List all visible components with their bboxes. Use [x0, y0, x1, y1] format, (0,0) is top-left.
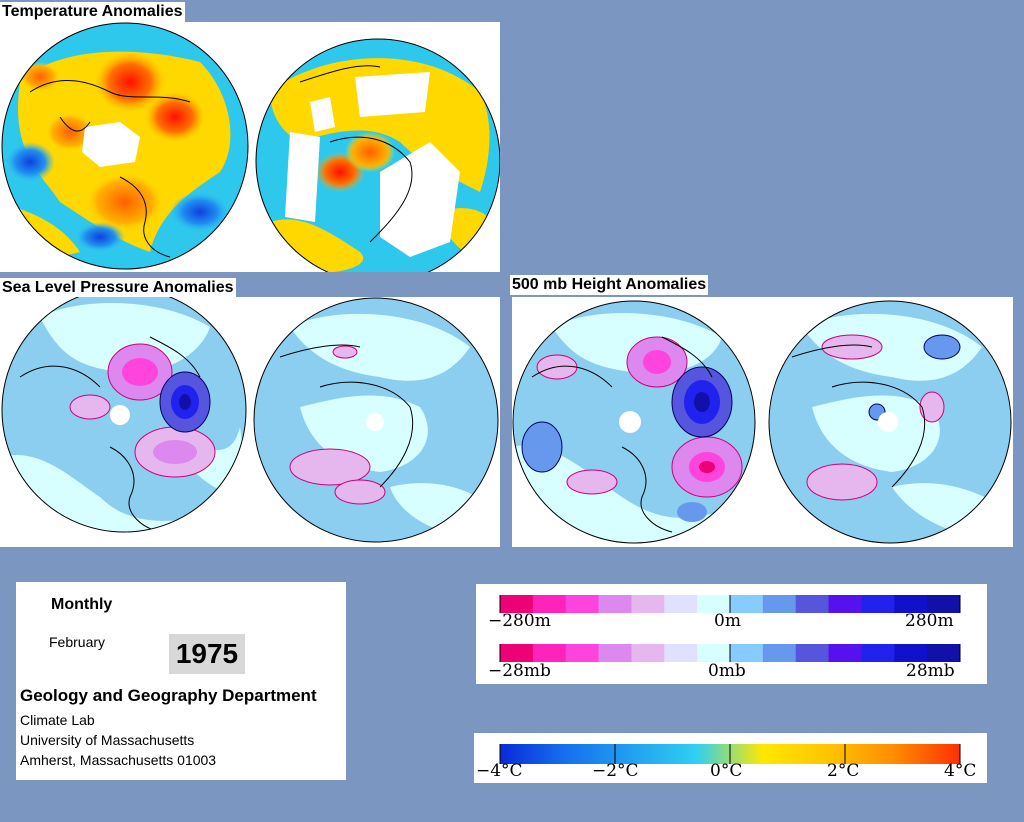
pressure-scale-swatch	[795, 644, 830, 662]
height-scale-swatch	[631, 595, 665, 613]
pressure-scale-swatch	[894, 644, 928, 662]
height-scale-swatch	[894, 595, 928, 613]
pressure-scale-swatch	[828, 644, 862, 662]
height-scale-swatch	[730, 595, 764, 613]
temp-tick-1: −4°C	[476, 761, 523, 781]
height-max-label: 280m	[905, 611, 954, 631]
height-scale-swatch	[861, 595, 895, 613]
height-scale-swatch	[697, 595, 731, 613]
slp-maps-panel	[0, 297, 500, 547]
height-scale-swatch	[500, 595, 534, 613]
year-label: 1975	[169, 634, 245, 674]
department-name: Geology and Geography Department	[20, 686, 317, 705]
pressure-scale-swatch	[532, 644, 567, 662]
temperature-legend: −4°C −2°C 0°C 2°C 4°C	[474, 733, 987, 783]
pressure-scale-swatch	[598, 644, 632, 662]
height-scale-swatch	[565, 595, 600, 613]
pressure-scale-swatch	[762, 644, 797, 662]
university-name: University of Massachusetts	[20, 732, 195, 748]
height-scale-swatch	[664, 595, 698, 613]
height-scale-swatch	[927, 595, 961, 613]
height-pressure-legend: −280m 0m 280m −28mb 0mb 28mb	[476, 584, 987, 684]
height-min-label: −280m	[488, 611, 551, 631]
pressure-scale-swatch	[861, 644, 895, 662]
temp-tick-2: −2°C	[592, 761, 639, 781]
lab-name: Climate Lab	[20, 712, 95, 728]
height-scale-swatch	[828, 595, 862, 613]
pressure-scale-swatch	[697, 644, 731, 662]
temp-tick-3: 0°C	[710, 761, 743, 781]
pressure-scale-swatch	[730, 644, 764, 662]
height-scale-swatch	[795, 595, 830, 613]
temperature-map-right	[256, 39, 500, 272]
slp-map-right	[254, 298, 498, 542]
slp-map-left	[2, 297, 246, 532]
height-scale-swatch	[762, 595, 797, 613]
height-pressure-colorbars	[499, 595, 961, 662]
temp-tick-5: 4°C	[944, 761, 977, 781]
pressure-mid-label: 0mb	[708, 661, 746, 681]
pressure-max-label: 28mb	[906, 661, 955, 681]
slp-maps	[1, 297, 499, 543]
pressure-scale-swatch	[664, 644, 698, 662]
temperature-maps	[1, 22, 500, 272]
height-map-left	[513, 301, 755, 543]
temperature-anomalies-title: Temperature Anomalies	[0, 2, 185, 22]
period-label: Monthly	[51, 596, 113, 613]
sea-level-pressure-title: Sea Level Pressure Anomalies	[0, 278, 236, 298]
pressure-scale-swatch	[927, 644, 961, 662]
pressure-scale-swatch	[565, 644, 600, 662]
temperature-colorbar	[499, 744, 961, 764]
height-map-right	[769, 301, 1011, 543]
pressure-scale-swatch	[631, 644, 665, 662]
info-box: Monthly February 1975 Geology and Geogra…	[16, 582, 346, 780]
height-maps	[512, 300, 1012, 544]
height-scale-swatch	[532, 595, 567, 613]
height-mid-label: 0m	[714, 611, 741, 631]
pressure-scale-swatch	[500, 644, 534, 662]
temperature-maps-panel	[0, 22, 500, 272]
month-label: February	[49, 634, 106, 650]
pressure-min-label: −28mb	[488, 661, 551, 681]
height-maps-panel	[512, 297, 1013, 547]
temp-tick-4: 2°C	[827, 761, 860, 781]
height-scale-swatch	[598, 595, 632, 613]
height-500mb-title: 500 mb Height Anomalies	[510, 275, 709, 295]
address: Amherst, Massachusetts 01003	[20, 752, 217, 768]
